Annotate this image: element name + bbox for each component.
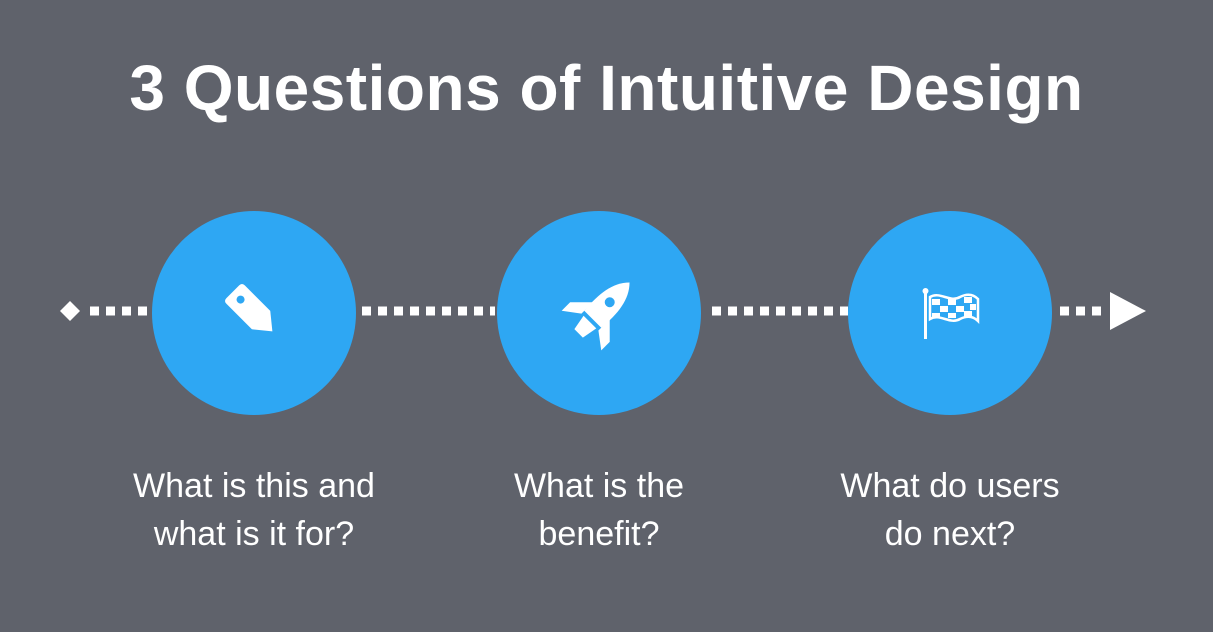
rocket-icon xyxy=(561,282,630,351)
step-1-label-line-2: what is it for? xyxy=(153,515,355,553)
step-1-label-line-1: What is this and xyxy=(133,467,375,505)
checkered-flag-icon xyxy=(922,288,980,339)
timeline-arrowhead-icon xyxy=(1110,292,1146,330)
step-3-label-line-1: What do users xyxy=(840,467,1060,505)
step-1-label: What is this and what is it for? xyxy=(94,462,414,558)
price-tag-icon xyxy=(225,284,273,332)
step-2-label-line-2: benefit? xyxy=(538,515,660,553)
page-title: 3 Questions of Intuitive Design xyxy=(129,52,1084,124)
step-3-label-line-2: do next? xyxy=(884,515,1016,553)
step-2-label-line-1: What is the xyxy=(513,467,685,505)
timeline-start-diamond-icon xyxy=(60,301,80,321)
step-3-circle xyxy=(848,211,1052,415)
step-2-label: What is the benefit? xyxy=(439,462,759,558)
step-2-circle xyxy=(497,211,701,415)
step-3-label: What do users do next? xyxy=(790,462,1110,558)
step-1-circle xyxy=(152,211,356,415)
